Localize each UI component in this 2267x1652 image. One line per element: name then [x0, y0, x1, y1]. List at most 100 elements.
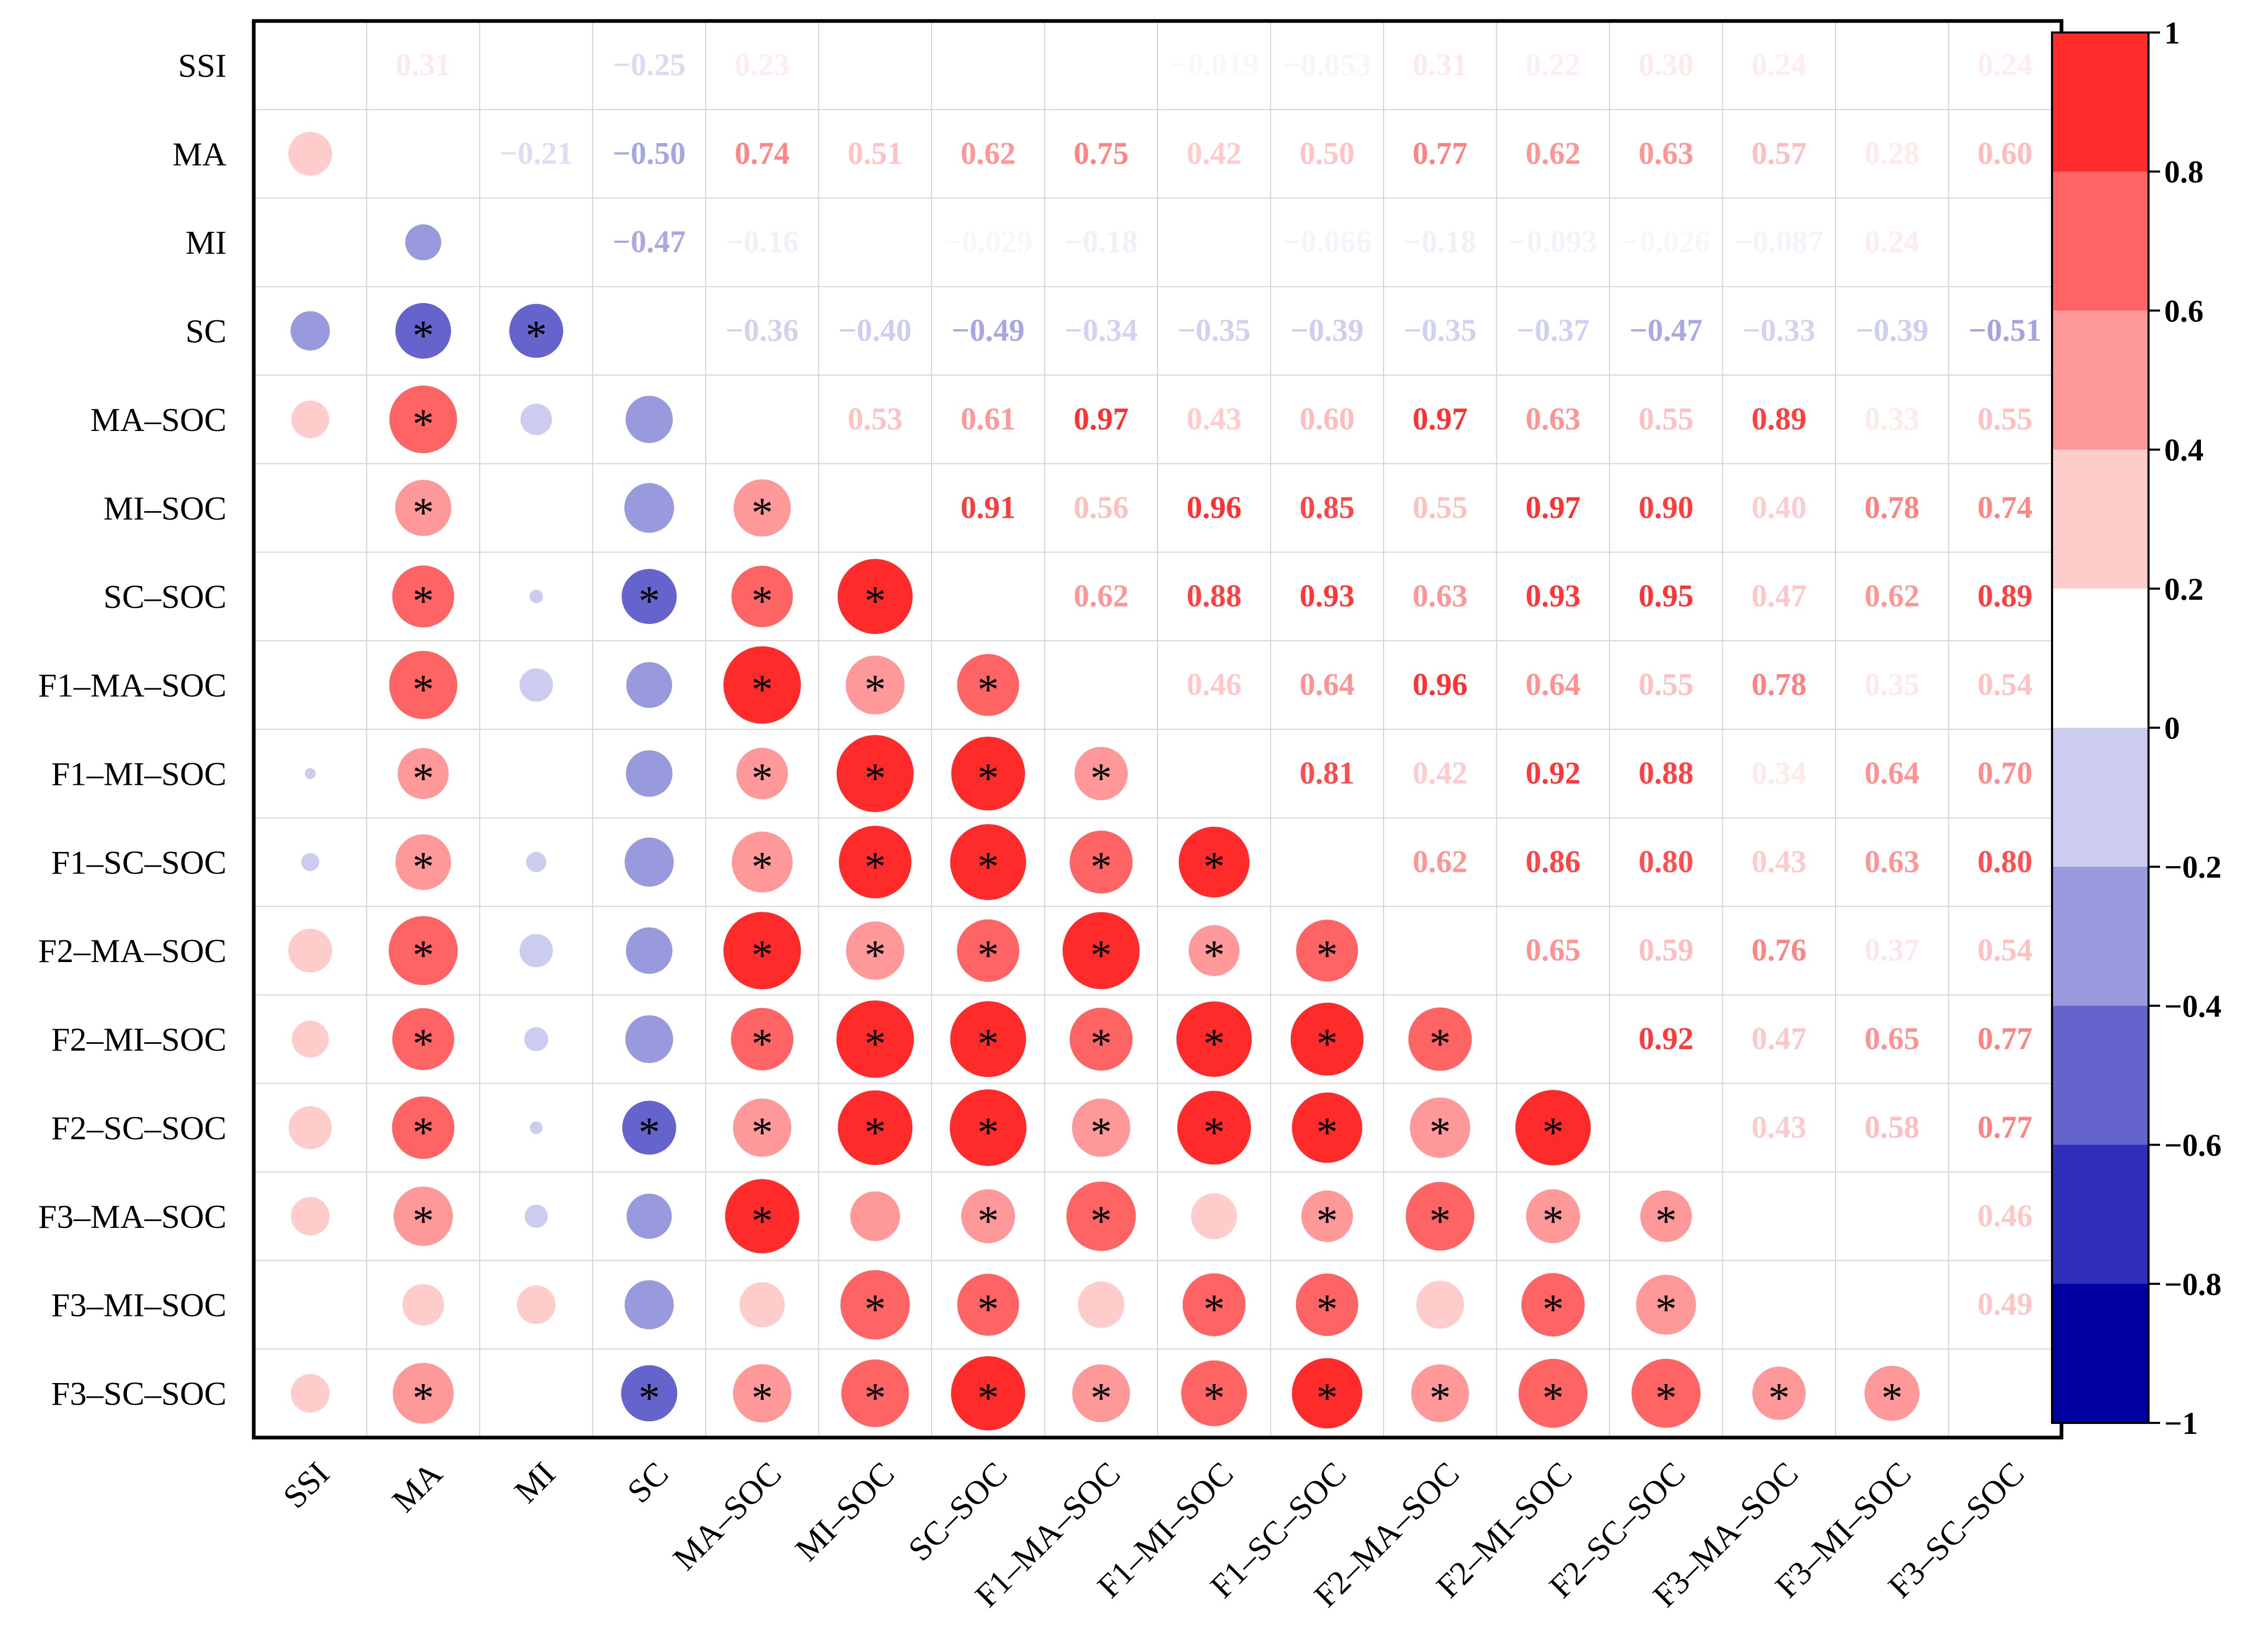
correlation-circle	[395, 480, 451, 536]
correlation-circle	[850, 1191, 900, 1241]
correlation-value-label: 0.62	[1412, 844, 1467, 879]
correlation-circle	[733, 1098, 792, 1157]
correlation-circle	[839, 826, 912, 899]
correlation-circle	[1072, 1364, 1130, 1422]
correlation-value-label: 0.43	[1752, 844, 1807, 879]
correlation-circle	[957, 654, 1019, 716]
correlation-value-label: 0.85	[1300, 490, 1355, 525]
correlation-circle	[291, 1197, 330, 1236]
significance-marker: *	[751, 931, 773, 979]
significance-marker: *	[413, 1197, 434, 1245]
correlation-value-label: 0.40	[1752, 490, 1807, 525]
correlation-value-label: 0.96	[1412, 667, 1467, 702]
significance-marker: *	[751, 1197, 773, 1245]
correlation-value-label: −0.47	[613, 224, 686, 259]
correlation-value-label: 0.24	[1752, 47, 1807, 82]
significance-marker: *	[977, 843, 999, 890]
correlation-value-label: 0.60	[1300, 402, 1355, 436]
correlation-circle	[1177, 1090, 1251, 1165]
significance-marker: *	[413, 843, 434, 890]
correlation-circle	[846, 921, 904, 980]
significance-marker: *	[751, 1020, 773, 1067]
correlation-value-label: −0.36	[726, 313, 798, 348]
correlation-value-label: 0.23	[735, 47, 790, 82]
correlation-value-label: 0.80	[1978, 844, 2033, 879]
significance-marker: *	[1203, 1374, 1225, 1422]
correlation-value-label: −0.33	[1743, 313, 1816, 348]
correlation-value-label: 0.55	[1638, 402, 1693, 436]
correlation-value-label: 0.74	[735, 136, 790, 170]
colorbar-segment	[2052, 449, 2149, 589]
correlation-value-label: 0.93	[1300, 579, 1355, 613]
correlation-circle	[1636, 1275, 1696, 1335]
correlation-circle	[731, 1008, 794, 1071]
correlation-value-label: 0.31	[396, 47, 451, 82]
correlation-circle	[392, 1008, 455, 1071]
correlation-value-label: 0.77	[1412, 136, 1467, 170]
correlation-value-label: 0.20	[1864, 1198, 1919, 1233]
significance-marker: *	[1203, 1286, 1225, 1333]
correlation-circle	[951, 737, 1025, 811]
significance-marker: *	[413, 931, 434, 979]
correlation-circle	[739, 1282, 785, 1327]
significance-marker: *	[1429, 1374, 1451, 1422]
correlation-value-label: 0.43	[1752, 1110, 1807, 1144]
significance-marker: *	[865, 666, 886, 714]
correlation-value-label: 0.35	[1864, 667, 1919, 702]
colorbar-segment	[2052, 1006, 2149, 1146]
correlation-value-label: −0.49	[952, 313, 1024, 348]
correlation-value-label: 0.74	[1978, 490, 2033, 525]
correlation-value-label: 0.65	[1526, 933, 1581, 967]
significance-marker: *	[1316, 1197, 1338, 1245]
significance-marker: *	[751, 754, 773, 802]
colorbar-tick-label: −0.4	[2164, 989, 2221, 1023]
correlation-circle	[1191, 1193, 1237, 1239]
correlation-value-label: 0.61	[960, 402, 1016, 436]
correlation-circle	[723, 646, 801, 724]
colorbar-tick-label: 0.6	[2164, 294, 2204, 328]
significance-marker: *	[639, 1108, 660, 1156]
significance-marker: *	[1203, 843, 1225, 890]
correlation-value-label: 0.63	[1412, 579, 1467, 613]
correlation-circle	[736, 748, 788, 800]
row-label: MA	[172, 135, 226, 172]
significance-marker: *	[413, 754, 434, 802]
correlation-value-label: −0.087	[1735, 224, 1823, 259]
correlation-value-label: 0.42	[1412, 755, 1467, 790]
significance-marker: *	[1429, 1197, 1451, 1245]
significance-marker: *	[1316, 1020, 1338, 1067]
correlation-value-label: 0.30	[1638, 47, 1693, 82]
correlation-value-label: −0.37	[1517, 313, 1590, 348]
correlation-circle	[393, 1363, 454, 1424]
significance-marker: *	[1316, 1374, 1338, 1422]
correlation-value-label: 0.63	[1526, 402, 1581, 436]
correlation-circle	[290, 311, 330, 351]
correlation-circle	[838, 1090, 913, 1165]
correlation-circle	[731, 832, 793, 893]
correlation-value-label: 0.97	[1412, 402, 1467, 436]
correlation-value-label: 0.57	[1752, 136, 1807, 170]
correlation-circle	[1864, 1366, 1920, 1421]
colorbar-segment	[2052, 171, 2149, 311]
correlation-circle	[397, 748, 449, 800]
correlation-circle	[1062, 912, 1140, 989]
correlation-value-label: 0.58	[1864, 1110, 1919, 1144]
significance-marker: *	[977, 1197, 999, 1245]
correlation-circle	[723, 912, 801, 990]
correlation-circle	[624, 837, 674, 887]
correlation-circle	[297, 672, 323, 698]
correlation-value-label: 0.53	[848, 402, 903, 436]
correlation-circle	[951, 1356, 1025, 1431]
correlation-value-label: 0.70	[1978, 755, 2033, 790]
correlation-circle	[389, 385, 457, 454]
correlation-circle	[293, 579, 328, 614]
correlation-circle	[625, 395, 673, 443]
row-label: F2–MA–SOC	[38, 932, 226, 969]
correlation-value-label: −0.39	[1855, 313, 1928, 348]
correlation-value-label: 0.62	[1074, 579, 1129, 613]
correlation-value-label: 0.42	[1186, 136, 1242, 170]
correlation-circle	[846, 655, 905, 715]
correlation-value-label: 0.77	[1978, 1021, 2033, 1056]
correlation-value-label: −0.026	[1622, 224, 1710, 259]
